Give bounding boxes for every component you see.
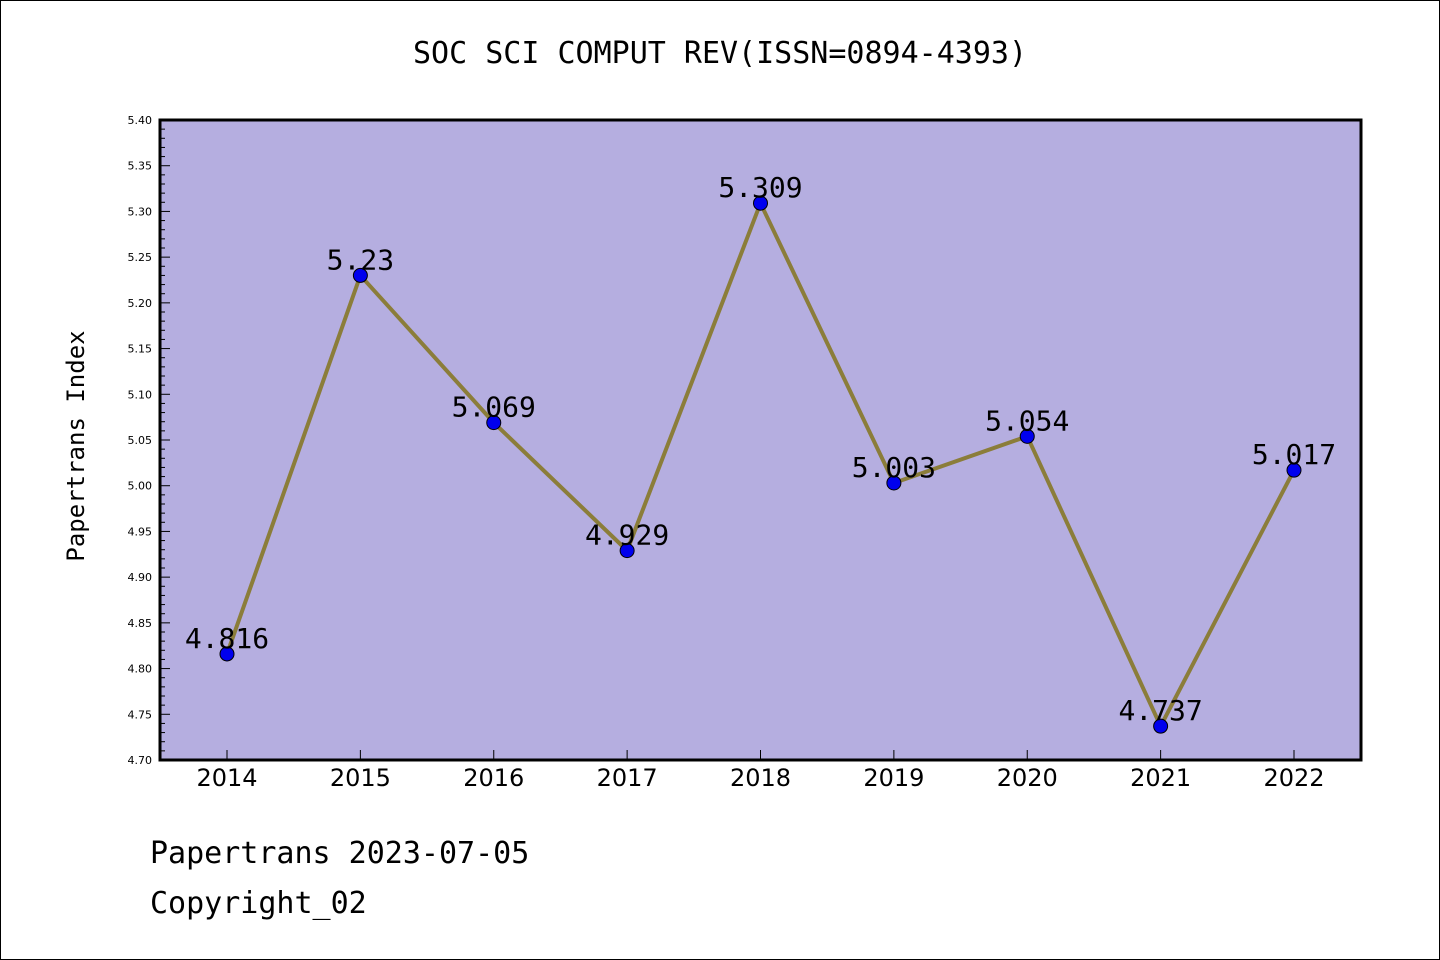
footer-date: Papertrans 2023-07-05 xyxy=(150,836,530,871)
y-axis: 4.70 4.75 4.80 4.85 4.90 4.95 5.00 5.05 5.10 5.15… xyxy=(128,114,170,767)
data-point xyxy=(753,195,768,211)
footer-copyright: Copyright_02 xyxy=(150,886,367,921)
data-label: 5.017 xyxy=(1252,438,1336,471)
y-tick-label: 5.35 xyxy=(128,160,153,173)
y-tick-label: 4.70 xyxy=(128,754,153,767)
data-label: 5.054 xyxy=(985,404,1069,437)
data-label: 5.003 xyxy=(852,451,936,484)
data-label: 4.816 xyxy=(185,622,269,655)
y-tick-label: 5.40 xyxy=(128,114,153,127)
y-tick-label: 5.20 xyxy=(128,297,153,310)
y-tick-label: 5.05 xyxy=(128,434,153,447)
data-point xyxy=(1019,428,1035,444)
y-tick-label: 5.25 xyxy=(128,251,153,264)
y-tick-label: 4.95 xyxy=(128,525,153,538)
y-tick-label: 4.85 xyxy=(128,617,153,630)
x-tick-label: 2018 xyxy=(730,764,791,792)
data-point xyxy=(886,475,902,491)
x-tick-label: 2022 xyxy=(1263,764,1324,792)
data-label: 4.929 xyxy=(585,519,669,552)
y-tick-label: 5.10 xyxy=(128,388,153,401)
data-point xyxy=(1286,462,1302,478)
y-tick-label: 4.80 xyxy=(128,663,153,676)
data-point xyxy=(352,267,368,283)
data-labels: 4.816 5.23 5.069 4.929 5.309 5.003 5.054 4.737 5… xyxy=(185,171,1336,727)
y-tick-label: 4.75 xyxy=(128,708,153,721)
data-point xyxy=(486,415,502,431)
plot-area xyxy=(160,120,1361,760)
data-label: 5.23 xyxy=(327,243,394,276)
data-label: 5.309 xyxy=(718,171,802,204)
x-tick-label: 2016 xyxy=(463,764,524,792)
data-points xyxy=(219,195,1302,734)
x-tick-label: 2014 xyxy=(196,764,257,792)
y-tick-label: 5.00 xyxy=(128,480,153,493)
x-tick-label: 2020 xyxy=(997,764,1058,792)
x-tick-label: 2019 xyxy=(863,764,924,792)
data-label: 5.069 xyxy=(452,391,536,424)
x-tick-label: 2017 xyxy=(597,764,658,792)
data-point xyxy=(1153,718,1169,734)
plot-border xyxy=(158,118,1363,762)
data-label: 4.737 xyxy=(1118,694,1202,727)
x-tick-label: 2015 xyxy=(330,764,391,792)
x-tick-label: 2021 xyxy=(1130,764,1191,792)
y-tick-label: 5.15 xyxy=(128,343,153,356)
chart-title: SOC SCI COMPUT REV(ISSN=0894-4393) xyxy=(412,36,1028,71)
x-axis: 2014 2015 2016 2017 2018 2019 2020 2021 2022 xyxy=(196,750,1325,792)
data-point xyxy=(219,646,235,662)
y-tick-label: 4.90 xyxy=(128,571,153,584)
y-tick-label: 5.30 xyxy=(128,205,153,218)
data-point xyxy=(619,543,635,559)
